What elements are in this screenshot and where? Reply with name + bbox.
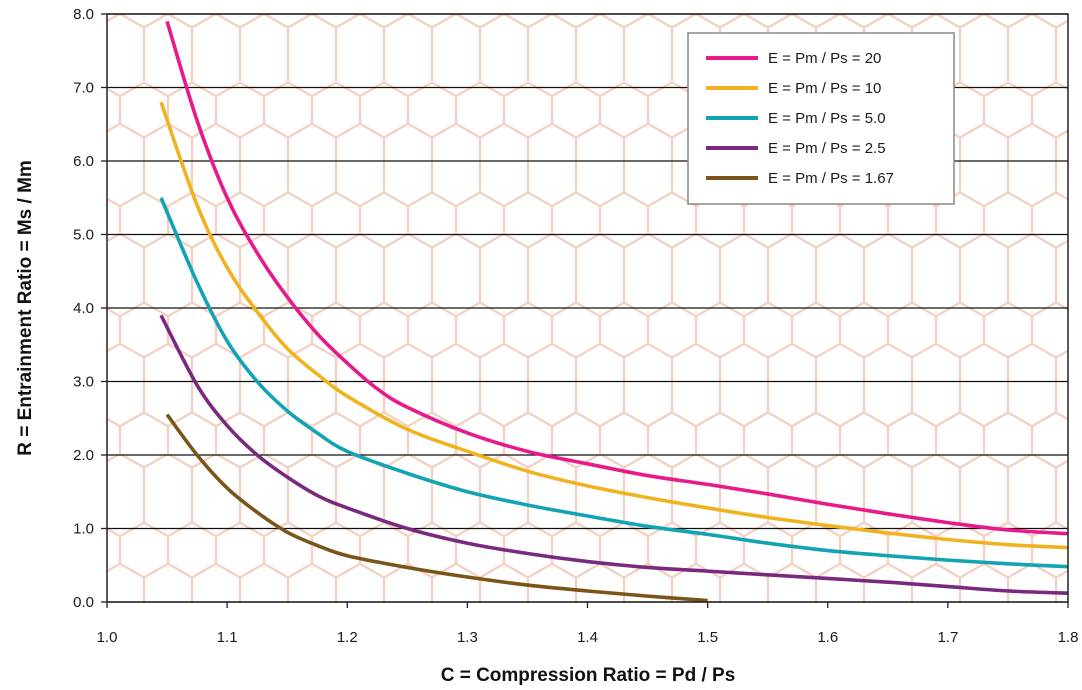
y-tick-label: 2.0	[73, 447, 94, 464]
series-line-3	[159, 197, 1068, 569]
series-line-1	[165, 20, 1068, 536]
legend-label-3: E = Pm / Ps = 5.0	[768, 110, 886, 127]
y-tick-label: 0.0	[73, 594, 94, 611]
x-tick-label: 1.4	[577, 629, 598, 646]
y-tick-label: 6.0	[73, 153, 94, 170]
y-tick-label: 1.0	[73, 521, 94, 538]
y-tick-label: 4.0	[73, 300, 94, 317]
x-tick-label: 1.7	[937, 629, 958, 646]
y-tick-label: 7.0	[73, 80, 94, 97]
x-axis-ticks: 1.0 1.1 1.2 1.3 1.4 1.5 1.6 1.7 1.8	[97, 602, 1079, 646]
y-tick-label: 3.0	[73, 374, 94, 391]
x-tick-label: 1.0	[97, 629, 118, 646]
y-tick-label: 5.0	[73, 227, 94, 244]
x-tick-label: 1.3	[457, 629, 478, 646]
legend: E = Pm / Ps = 20 E = Pm / Ps = 10 E = Pm /…	[687, 32, 955, 205]
series-line-4	[159, 314, 1068, 595]
legend-label-5: E = Pm / Ps = 1.67	[768, 170, 894, 187]
x-tick-label: 1.2	[337, 629, 358, 646]
series-line-5	[165, 413, 708, 602]
legend-label-2: E = Pm / Ps = 10	[768, 80, 881, 97]
x-tick-label: 1.6	[817, 629, 838, 646]
x-tick-label: 1.5	[697, 629, 718, 646]
x-tick-label: 1.8	[1058, 629, 1079, 646]
y-axis-ticks: 0.0 1.0 2.0 3.0 4.0 5.0 6.0 7.0 8.0	[73, 6, 107, 611]
x-tick-label: 1.1	[217, 629, 238, 646]
x-axis-title: C = Compression Ratio = Pd / Ps	[441, 665, 736, 686]
y-tick-label: 8.0	[73, 6, 94, 23]
legend-label-4: E = Pm / Ps = 2.5	[768, 140, 886, 157]
series-lines	[159, 20, 1068, 602]
series-line-2	[159, 101, 1068, 550]
legend-label-1: E = Pm / Ps = 20	[768, 50, 881, 67]
y-axis-title: R = Entrainment Ratio = Ms / Mm	[15, 160, 36, 456]
